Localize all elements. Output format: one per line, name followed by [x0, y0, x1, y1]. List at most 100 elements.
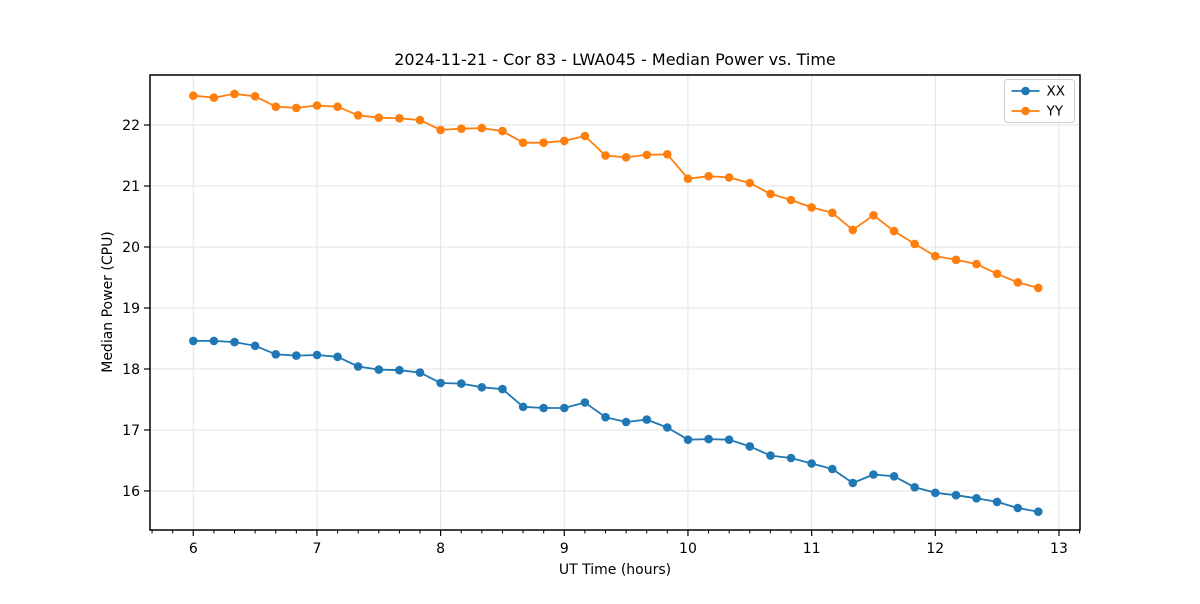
data-point-XX [312, 350, 322, 360]
series-line-YY [193, 93, 1039, 289]
data-point-XX [704, 434, 713, 444]
x-tick-label: 10 [679, 541, 697, 557]
data-point-XX [353, 362, 363, 371]
data-point-YY [828, 208, 837, 218]
x-tick-label: 12 [926, 541, 944, 557]
chart-title: 2024-11-21 - Cor 83 - LWA045 - Median Po… [394, 50, 836, 69]
data-point-XX [951, 490, 961, 500]
data-point-YY [992, 269, 1002, 279]
data-point-XX [436, 378, 445, 388]
data-point-XX [663, 423, 672, 432]
data-point-YY [189, 91, 198, 100]
data-point-XX [292, 351, 301, 360]
data-point-XX [642, 415, 652, 424]
data-point-YY [972, 259, 981, 269]
data-point-XX [601, 412, 610, 422]
y-tick-label: 21 [122, 179, 140, 195]
series-layer [189, 89, 1043, 516]
data-point-YY [498, 126, 507, 136]
data-point-XX [972, 494, 981, 503]
data-point-YY [807, 203, 816, 212]
legend-sample-marker-XX [1021, 86, 1030, 96]
y-axis-label: Median Power (CPU) [100, 231, 116, 373]
data-point-XX [766, 451, 775, 460]
data-point-XX [745, 442, 755, 451]
data-point-XX [560, 403, 569, 413]
data-point-XX [807, 459, 816, 468]
data-point-YY [560, 136, 569, 146]
x-tick-label: 11 [803, 541, 821, 557]
data-point-XX [910, 483, 919, 492]
data-point-YY [869, 211, 878, 220]
data-point-YY [518, 138, 528, 147]
data-point-XX [477, 383, 487, 392]
y-tick-label: 18 [122, 362, 140, 378]
legend-sample-marker-YY [1021, 106, 1030, 116]
data-point-XX [786, 453, 796, 463]
data-point-YY [889, 226, 899, 236]
data-point-XX [374, 365, 384, 374]
data-point-XX [415, 368, 425, 377]
x-tick-label: 6 [189, 541, 198, 557]
data-point-XX [621, 417, 631, 427]
data-point-XX [889, 472, 899, 481]
data-point-XX [518, 402, 528, 412]
data-point-XX [992, 497, 1002, 507]
data-point-YY [724, 173, 734, 182]
data-point-YY [457, 124, 466, 133]
data-point-XX [230, 337, 239, 347]
data-point-XX [1034, 507, 1043, 516]
data-point-YY [395, 114, 404, 123]
data-point-YY [745, 178, 755, 188]
data-point-XX [209, 336, 219, 346]
data-point-YY [292, 103, 301, 113]
data-point-YY [539, 138, 548, 147]
y-tick-label: 17 [122, 423, 140, 439]
data-point-YY [683, 174, 693, 183]
data-point-XX [333, 352, 342, 362]
data-point-YY [333, 102, 342, 111]
data-point-YY [209, 93, 219, 102]
data-point-YY [621, 153, 631, 162]
y-tick-label: 19 [122, 301, 140, 317]
data-point-YY [230, 89, 239, 99]
data-point-XX [931, 488, 940, 498]
data-point-XX [580, 398, 590, 407]
plot-border [149, 74, 1081, 531]
data-point-XX [539, 403, 548, 413]
y-tick-label: 16 [122, 484, 140, 500]
grid [150, 75, 1080, 530]
y-tick-label: 20 [122, 240, 140, 256]
data-point-YY [353, 111, 363, 120]
axis-tick-labels: 6 7 8 9 10 11 12 13 16 17 18 19 20 21 22 [122, 118, 1068, 557]
data-point-XX [683, 435, 693, 445]
data-point-YY [271, 102, 281, 111]
data-point-YY [951, 255, 961, 265]
x-axis-label: UT Time (hours) [559, 562, 671, 578]
axis-ticks [144, 124, 1081, 536]
x-tick-label: 9 [560, 541, 569, 557]
data-point-YY [910, 239, 919, 249]
data-point-XX [498, 384, 507, 394]
data-point-YY [436, 125, 445, 135]
x-tick-label: 7 [312, 541, 321, 557]
data-point-XX [457, 379, 466, 388]
data-point-XX [848, 478, 858, 488]
data-point-YY [642, 150, 652, 160]
legend-label-YY: YY [1046, 104, 1064, 120]
data-point-YY [374, 113, 384, 122]
data-point-YY [1034, 283, 1043, 293]
data-point-YY [601, 151, 610, 160]
data-point-YY [663, 150, 672, 159]
data-point-YY [415, 115, 425, 125]
data-point-YY [931, 251, 940, 261]
legend: XX YY [1004, 79, 1075, 123]
data-point-XX [250, 341, 260, 351]
data-point-YY [704, 171, 713, 181]
data-point-XX [1013, 503, 1023, 513]
data-point-XX [189, 336, 198, 346]
data-point-YY [250, 92, 260, 101]
data-point-XX [724, 435, 734, 445]
